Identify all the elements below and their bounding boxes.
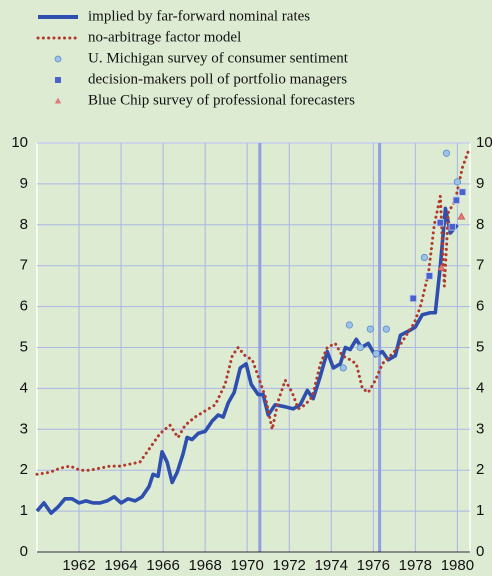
- x-tick-label: 1968: [188, 557, 221, 574]
- legend-swatch: [54, 97, 62, 104]
- data-point: [448, 223, 457, 231]
- y-tick-label-right: 6: [476, 298, 484, 315]
- y-tick-label-right: 0: [476, 543, 484, 560]
- x-tick-label: 1976: [357, 557, 390, 574]
- y-tick-label: 8: [20, 216, 28, 233]
- y-tick-label-right: 8: [476, 216, 484, 233]
- legend-label: decision-makers poll of portfolio manage…: [88, 71, 347, 87]
- y-tick-label-right: 2: [476, 461, 484, 478]
- x-tick-label: 1972: [273, 557, 306, 574]
- x-tick-label: 1962: [62, 557, 95, 574]
- legend-label: Blue Chip survey of professional forecas…: [88, 92, 355, 108]
- y-tick-label: 1: [20, 502, 28, 519]
- legend-label: U. Michigan survey of consumer sentiment: [88, 50, 349, 66]
- data-point: [452, 196, 461, 204]
- y-tick-label-right: 1: [476, 502, 484, 519]
- y-tick-label: 3: [20, 420, 28, 437]
- legend-label: implied by far-forward nominal rates: [88, 8, 310, 24]
- y-tick-label: 9: [20, 175, 28, 192]
- data-point: [356, 343, 364, 352]
- x-tick-label: 1964: [104, 557, 137, 574]
- y-tick-label: 0: [20, 543, 28, 560]
- legend-swatch: [54, 55, 62, 63]
- y-tick-label-right: 5: [476, 338, 484, 355]
- y-tick-label-right: 7: [476, 257, 484, 274]
- y-tick-label: 7: [20, 257, 28, 274]
- data-point: [458, 188, 467, 196]
- x-tick-label: 1980: [441, 557, 474, 574]
- data-point: [366, 325, 374, 333]
- data-point: [372, 350, 380, 358]
- data-point: [345, 321, 353, 329]
- data-point: [453, 178, 461, 186]
- data-point: [436, 219, 445, 227]
- data-point: [382, 325, 390, 333]
- x-tick-label: 1978: [399, 557, 432, 574]
- data-point: [409, 294, 417, 303]
- y-tick-label: 10: [11, 134, 28, 151]
- y-tick-label-right: 9: [476, 175, 484, 192]
- x-tick-label: 1974: [315, 557, 348, 574]
- y-tick-label: 5: [20, 338, 28, 355]
- data-point: [457, 212, 466, 220]
- legend-swatch: [55, 77, 61, 83]
- series-line: [35, 149, 470, 476]
- data-point: [442, 149, 451, 157]
- y-tick-label: 2: [20, 461, 28, 478]
- data-point: [339, 364, 347, 372]
- y-tick-label-right: 10: [476, 134, 492, 151]
- data-point: [437, 263, 446, 271]
- y-tick-label: 4: [20, 379, 28, 396]
- data-point: [420, 253, 428, 262]
- x-tick-label: 1970: [231, 557, 264, 574]
- x-tick-label: 1966: [146, 557, 179, 574]
- y-tick-label-right: 4: [476, 379, 484, 396]
- data-point: [425, 272, 434, 280]
- y-tick-label: 6: [20, 298, 28, 315]
- y-tick-label-right: 3: [476, 420, 484, 437]
- legend-label: no-arbitrage factor model: [88, 29, 241, 45]
